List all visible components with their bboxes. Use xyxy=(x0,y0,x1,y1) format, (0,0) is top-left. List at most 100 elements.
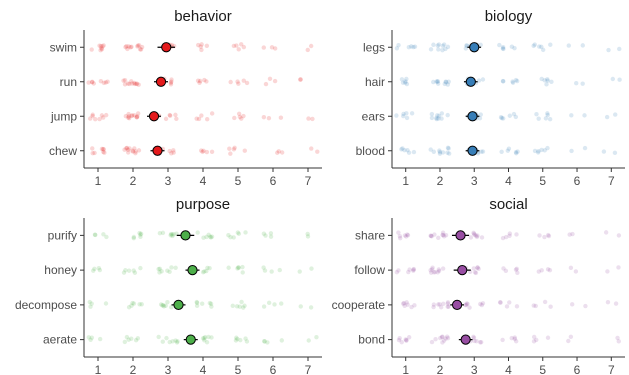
raw-point xyxy=(507,233,512,238)
raw-point xyxy=(126,305,132,310)
raw-point xyxy=(196,42,201,48)
raw-point xyxy=(547,267,553,273)
raw-point xyxy=(610,76,616,82)
raw-point xyxy=(204,268,209,274)
raw-point xyxy=(544,82,549,87)
mean-point xyxy=(455,230,466,241)
raw-point xyxy=(436,267,441,272)
raw-point xyxy=(127,115,132,121)
raw-point xyxy=(314,335,319,340)
raw-point xyxy=(399,339,404,345)
raw-point xyxy=(305,47,310,53)
raw-point xyxy=(129,44,134,50)
raw-point xyxy=(235,336,240,342)
raw-point xyxy=(132,81,137,87)
raw-point xyxy=(431,79,436,85)
raw-point xyxy=(437,149,443,155)
raw-point xyxy=(394,113,399,118)
raw-point xyxy=(465,301,470,306)
raw-point xyxy=(536,149,541,154)
raw-point xyxy=(204,149,210,155)
raw-point xyxy=(401,113,406,119)
raw-point xyxy=(202,269,207,274)
raw-point xyxy=(262,338,267,344)
raw-point xyxy=(436,42,442,47)
category-label: honey xyxy=(44,263,77,277)
raw-point xyxy=(480,77,486,82)
raw-point xyxy=(268,234,274,239)
raw-point xyxy=(507,300,512,305)
raw-point xyxy=(121,78,126,83)
raw-point xyxy=(405,233,411,238)
raw-point xyxy=(200,149,205,155)
raw-point xyxy=(545,335,551,340)
raw-point xyxy=(100,146,106,152)
raw-point xyxy=(238,337,243,343)
raw-point xyxy=(156,266,161,272)
raw-point xyxy=(232,115,237,121)
raw-point xyxy=(230,303,235,309)
raw-point xyxy=(475,233,480,238)
raw-point xyxy=(411,268,416,273)
raw-point xyxy=(504,304,510,309)
raw-point xyxy=(540,47,546,53)
raw-point xyxy=(126,268,132,273)
raw-point xyxy=(125,46,130,52)
raw-point xyxy=(473,233,479,238)
raw-point xyxy=(475,265,480,270)
raw-point xyxy=(167,269,172,274)
x-tick-label: 3 xyxy=(471,174,478,188)
raw-point xyxy=(130,113,135,118)
raw-point xyxy=(200,269,206,275)
raw-point xyxy=(580,81,585,86)
raw-point xyxy=(122,78,128,83)
raw-point xyxy=(510,80,516,85)
raw-point xyxy=(163,303,168,308)
category-label: aerate xyxy=(43,333,77,347)
raw-point xyxy=(477,116,483,121)
x-tick-label: 2 xyxy=(130,174,137,188)
raw-point xyxy=(88,304,93,309)
raw-point xyxy=(86,335,91,340)
raw-point xyxy=(573,269,579,274)
raw-point xyxy=(125,147,131,153)
raw-point xyxy=(445,335,451,341)
raw-point xyxy=(276,149,282,154)
raw-point xyxy=(499,115,505,121)
raw-point xyxy=(399,147,404,152)
raw-point xyxy=(123,114,129,119)
raw-point xyxy=(157,266,163,271)
raw-point xyxy=(209,304,214,309)
raw-point xyxy=(92,266,97,271)
x-tick-label: 6 xyxy=(270,174,277,188)
raw-point xyxy=(439,116,444,121)
raw-point xyxy=(305,234,311,239)
raw-point xyxy=(509,335,514,341)
raw-point xyxy=(306,116,311,121)
raw-point xyxy=(443,336,448,341)
panel-title: behavior xyxy=(174,8,232,25)
raw-point xyxy=(170,339,175,344)
raw-point xyxy=(243,230,248,235)
raw-point xyxy=(440,232,445,238)
raw-point xyxy=(228,234,233,240)
raw-point xyxy=(237,304,242,309)
raw-point xyxy=(542,78,547,83)
raw-point xyxy=(198,44,203,49)
raw-point xyxy=(199,148,204,153)
raw-point xyxy=(227,146,232,151)
raw-point xyxy=(207,266,212,271)
raw-point xyxy=(133,149,138,154)
raw-point xyxy=(394,46,400,51)
raw-point xyxy=(209,149,215,154)
raw-point xyxy=(507,231,513,236)
raw-point xyxy=(510,79,515,84)
x-tick-label: 7 xyxy=(608,174,615,188)
raw-point xyxy=(431,42,436,47)
raw-point xyxy=(243,336,248,341)
raw-point xyxy=(231,235,236,240)
raw-point xyxy=(407,267,412,272)
raw-point xyxy=(582,145,588,151)
raw-point xyxy=(402,303,407,308)
raw-point xyxy=(315,149,320,154)
